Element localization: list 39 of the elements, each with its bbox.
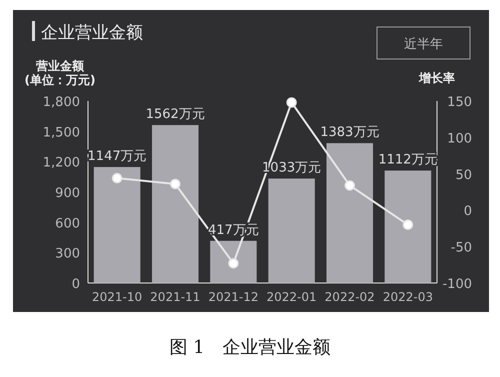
- data-label: 1147万元: [88, 149, 147, 164]
- x-tick-label: 2022-03: [382, 290, 433, 304]
- y2-tick-label: 150: [447, 95, 472, 110]
- y-tick-label: 900: [55, 186, 80, 201]
- x-tick-label: 2021-12: [208, 290, 258, 304]
- y-axis-title: 营业金额 (单位：万元): [24, 59, 96, 87]
- x-tick-label: 2022-01: [266, 290, 317, 304]
- y2-tick-label: 0: [464, 204, 472, 220]
- chart-title: 企业营业金额: [41, 23, 143, 43]
- y-tick-label: 1,500: [42, 125, 80, 140]
- bar: [384, 170, 432, 283]
- point: [228, 258, 239, 269]
- y-tick-label: 600: [55, 216, 80, 232]
- bar: [94, 167, 140, 283]
- y-tick-label: 1,200: [42, 156, 80, 171]
- y2-tick-label: -50: [450, 240, 472, 256]
- y2-axis-title: 增长率: [418, 71, 455, 85]
- data-label: 1383万元: [320, 125, 380, 140]
- y2-tick-label: -100: [442, 277, 472, 292]
- x-tick-label: 2021-11: [150, 290, 200, 304]
- x-tick-label: 2021-10: [92, 290, 142, 304]
- bar: [152, 125, 199, 283]
- y2-tick-label: 100: [447, 131, 472, 146]
- bar: [210, 240, 257, 283]
- bar: [268, 178, 315, 283]
- y2-tick-label: 50: [455, 168, 472, 183]
- y-tick-label: 1,800: [42, 95, 80, 110]
- caption: 图 1 企业营业金额: [169, 337, 331, 358]
- point: [402, 220, 414, 230]
- point: [344, 180, 355, 191]
- y-tick-label: 300: [55, 246, 80, 262]
- point: [286, 97, 297, 108]
- point: [112, 172, 122, 184]
- text: 近半年: [404, 37, 443, 52]
- data-label: 1562万元: [146, 107, 205, 122]
- y-tick-label: 0: [72, 277, 80, 292]
- point: [170, 178, 180, 190]
- x-tick-label: 2022-02: [324, 290, 375, 304]
- bar: [326, 143, 374, 283]
